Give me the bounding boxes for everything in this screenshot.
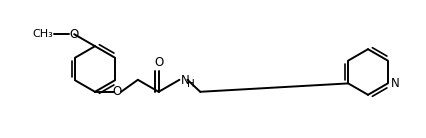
Text: N: N <box>180 74 189 87</box>
Text: N: N <box>390 77 399 90</box>
Text: CH₃: CH₃ <box>32 29 53 39</box>
Text: O: O <box>154 56 163 69</box>
Text: O: O <box>112 85 121 98</box>
Text: O: O <box>69 28 79 41</box>
Text: H: H <box>187 79 194 89</box>
